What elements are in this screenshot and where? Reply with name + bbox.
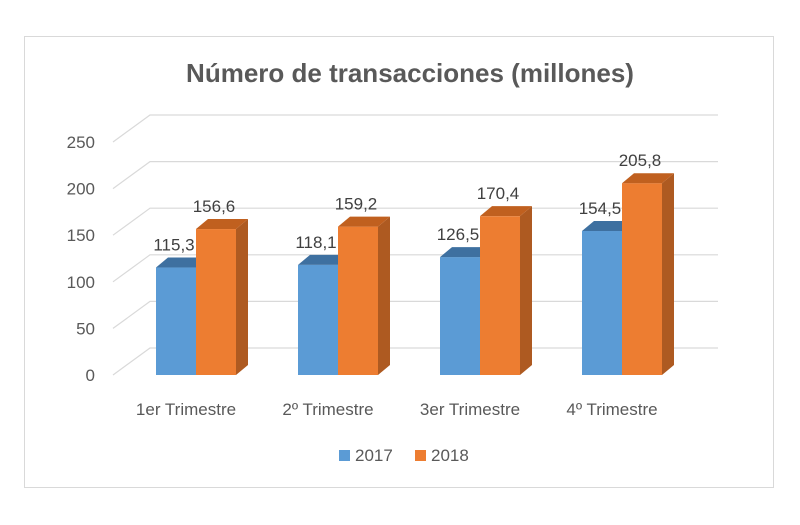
- bar-front: [582, 231, 622, 375]
- bar-2018-1: [196, 219, 248, 375]
- bar-front: [156, 267, 196, 375]
- data-label: 159,2: [335, 195, 378, 214]
- data-label: 154,5: [579, 199, 622, 218]
- bar-side: [236, 219, 248, 375]
- legend: 2017 2018: [339, 446, 469, 465]
- legend-swatch: [339, 450, 350, 461]
- bar-side: [520, 206, 532, 375]
- data-label: 156,6: [193, 197, 236, 216]
- gridline: [112, 161, 718, 190]
- data-label: 118,1: [295, 233, 336, 252]
- data-label: 115,3: [153, 236, 194, 255]
- bar-top: [338, 216, 390, 227]
- bar-top: [440, 247, 492, 258]
- data-label: 170,4: [477, 184, 520, 203]
- bar-front: [480, 216, 520, 375]
- x-tick-label: 2º Trimestre: [282, 400, 373, 419]
- y-tick-label: 100: [67, 273, 95, 292]
- legend-swatch: [415, 450, 426, 461]
- legend-item-2017: 2017: [339, 446, 393, 465]
- data-label: 126,5: [437, 225, 480, 244]
- bar-top: [480, 206, 532, 217]
- y-tick-label: 200: [67, 180, 95, 199]
- y-tick-label: 250: [67, 133, 95, 152]
- bars: 115,3 156,6 118,1 159,2 126,5 170,4 154,5 205,8: [153, 151, 674, 375]
- bar-top: [196, 219, 248, 230]
- y-tick-label: 150: [67, 226, 95, 245]
- legend-label: 2018: [431, 446, 469, 465]
- bar-side: [662, 173, 674, 375]
- bar-front: [622, 183, 662, 375]
- bar-2018-2: [338, 216, 390, 375]
- bar-front: [440, 257, 480, 375]
- bar-side: [378, 216, 390, 375]
- x-tick-label: 3er Trimestre: [420, 400, 520, 419]
- bar-2018-3: [480, 206, 532, 375]
- bar-front: [338, 226, 378, 375]
- y-tick-label: 50: [76, 319, 95, 338]
- bar-top: [156, 257, 208, 268]
- bar-front: [298, 264, 338, 375]
- bar-top: [298, 254, 350, 265]
- x-axis: 1er Trimestre 2º Trimestre 3er Trimestre 4º…: [136, 400, 658, 419]
- x-tick-label: 1er Trimestre: [136, 400, 236, 419]
- gridline: [112, 114, 718, 143]
- bar-top: [622, 173, 674, 184]
- bar-2018-4: [622, 173, 674, 375]
- bar-front: [196, 229, 236, 375]
- x-tick-label: 4º Trimestre: [566, 400, 657, 419]
- chart-title: Número de transacciones (millones): [186, 58, 634, 88]
- y-axis: 0 50 100 150 200 250: [67, 133, 95, 385]
- legend-item-2018: 2018: [415, 446, 469, 465]
- legend-label: 2017: [355, 446, 393, 465]
- data-label: 205,8: [619, 151, 662, 170]
- y-tick-label: 0: [86, 366, 95, 385]
- bar-top: [582, 221, 634, 232]
